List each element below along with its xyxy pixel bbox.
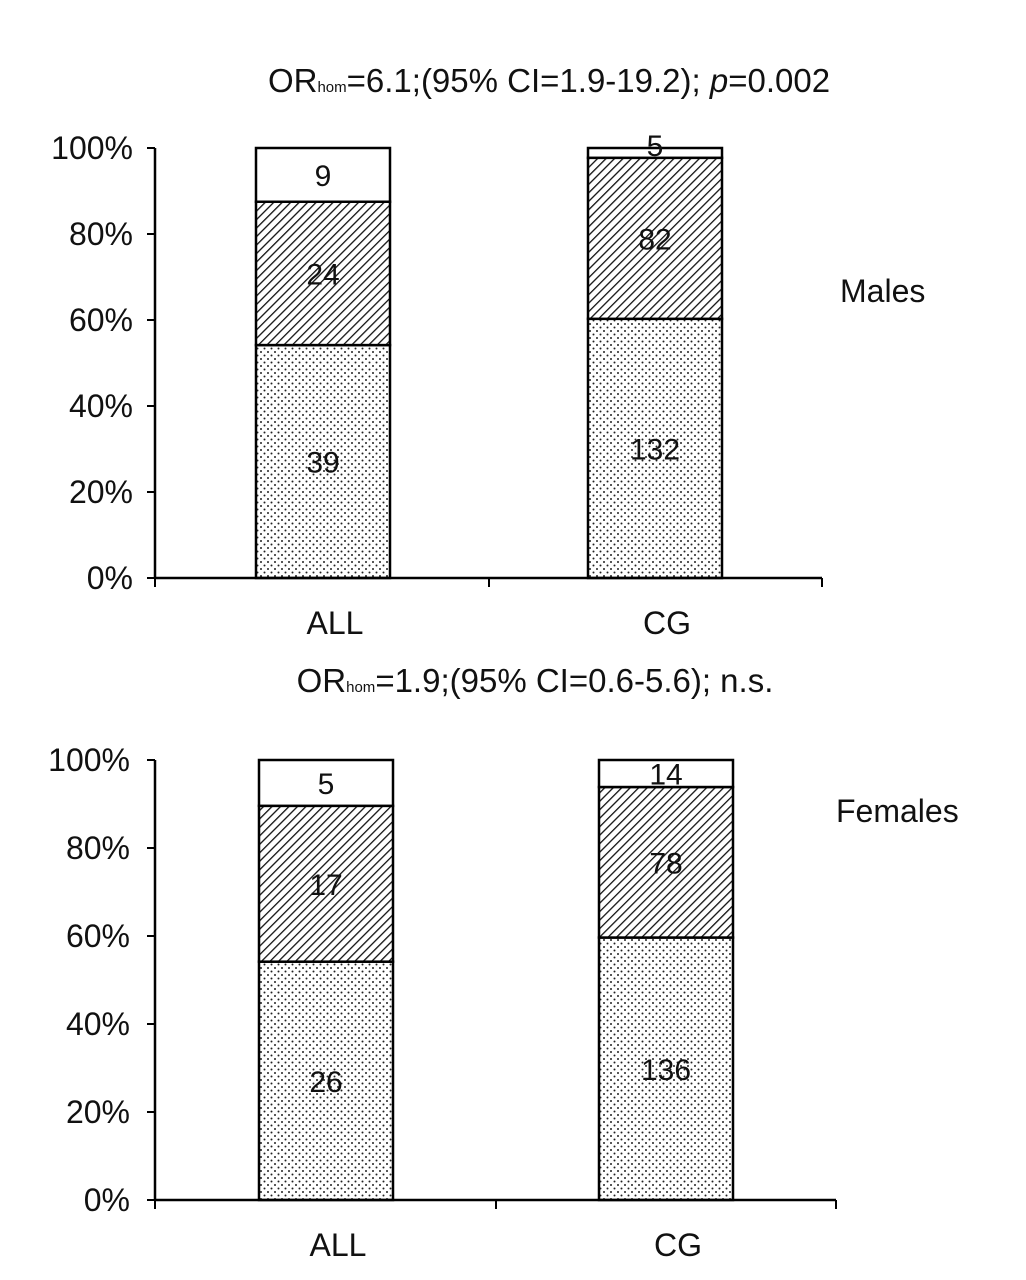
x-category-label: ALL — [307, 605, 364, 641]
x-category-label: CG — [643, 605, 691, 641]
y-tick-label: 20% — [66, 1094, 130, 1130]
chart-panel-females: ORhom=1.9;(95% CI=0.6-5.6); n.s. Females… — [48, 662, 959, 1263]
bar-segment — [586, 317, 724, 580]
chart-panel-males: ORhom=6.1;(95% CI=1.9-19.2); p=0.002 Mal… — [51, 62, 925, 641]
data-label: 24 — [306, 258, 339, 291]
bar-segment — [254, 343, 392, 580]
chart-title: ORhom=6.1;(95% CI=1.9-19.2); p=0.002 — [268, 62, 830, 99]
bar-segment — [257, 758, 395, 808]
bar-segment — [257, 960, 395, 1202]
data-label: 5 — [318, 768, 335, 801]
bar-segment — [586, 146, 724, 160]
side-label: Females — [836, 793, 959, 829]
data-label: 14 — [649, 759, 682, 792]
y-tick-label: 80% — [66, 830, 130, 866]
bar-segment — [597, 936, 735, 1202]
y-tick-label: 40% — [66, 1006, 130, 1042]
data-label: 136 — [641, 1054, 691, 1087]
y-tick-label: 60% — [66, 918, 130, 954]
bar-segment — [586, 156, 724, 321]
chart-title: ORhom=1.9;(95% CI=0.6-5.6); n.s. — [297, 662, 774, 699]
data-label: 26 — [309, 1066, 342, 1099]
bar-segment — [597, 785, 735, 939]
data-label: 39 — [306, 447, 339, 480]
bar-segment — [254, 146, 392, 203]
bar-segment — [257, 804, 395, 963]
data-label: 78 — [649, 847, 682, 880]
x-category-label: ALL — [310, 1227, 367, 1263]
y-tick-label: 100% — [48, 742, 130, 778]
bar-segment — [597, 758, 735, 789]
y-tick-label: 100% — [51, 130, 133, 166]
bar-segment — [254, 200, 392, 347]
x-category-label: CG — [654, 1227, 702, 1263]
y-tick-label: 40% — [69, 388, 133, 424]
y-tick-label: 80% — [69, 216, 133, 252]
data-label: 17 — [309, 869, 342, 902]
y-tick-label: 20% — [69, 474, 133, 510]
data-label: 132 — [630, 433, 680, 466]
data-label: 9 — [315, 160, 332, 193]
data-label: 5 — [647, 130, 664, 163]
y-tick-label: 60% — [69, 302, 133, 338]
y-tick-label: 0% — [84, 1182, 130, 1218]
data-label: 82 — [638, 223, 671, 256]
y-tick-label: 0% — [87, 560, 133, 596]
side-label: Males — [840, 273, 925, 309]
